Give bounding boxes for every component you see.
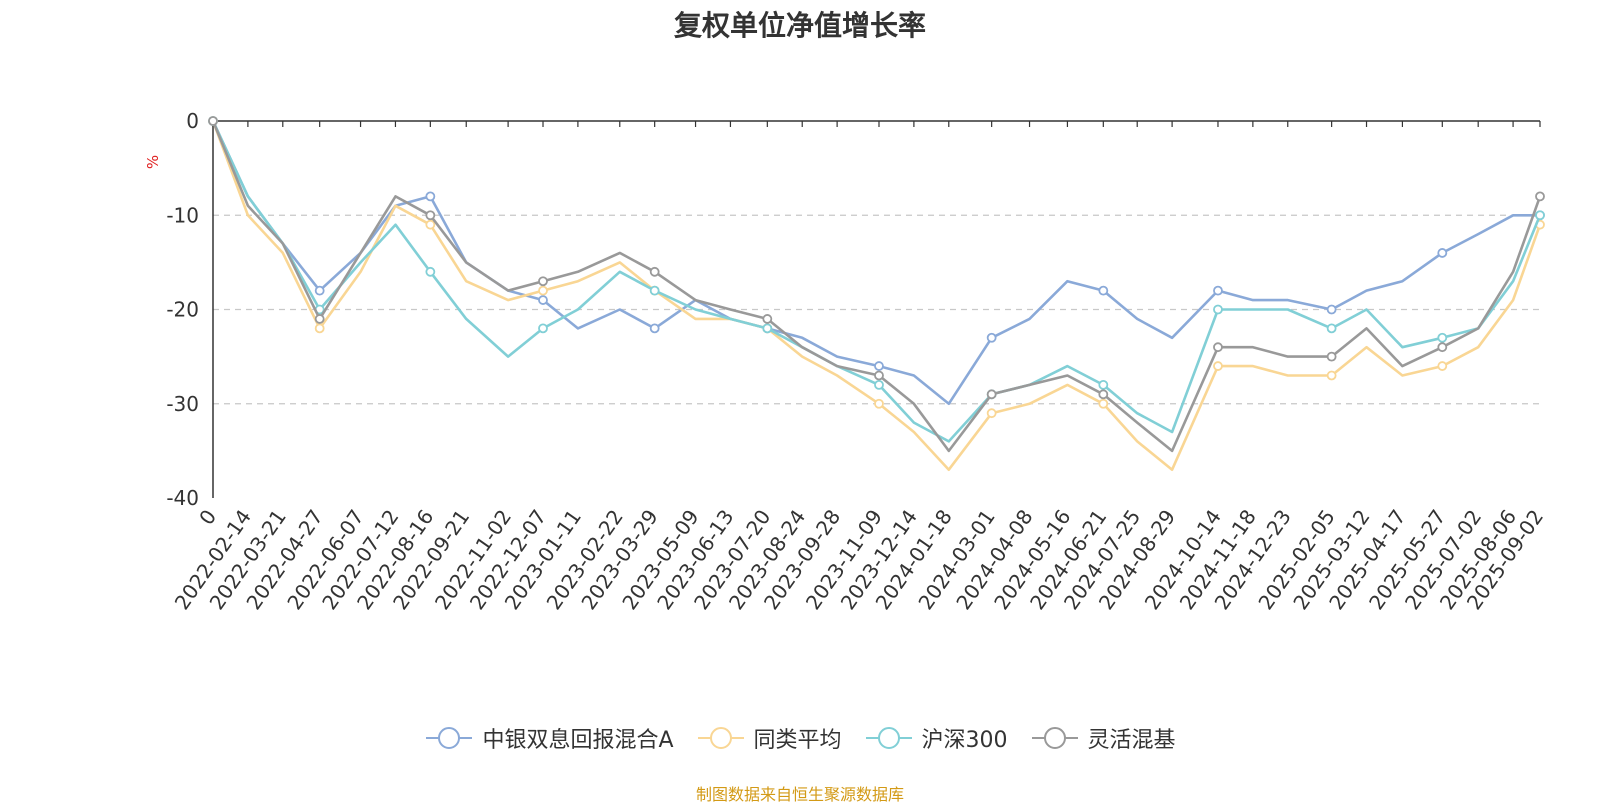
series-point [1213,304,1223,315]
chart-title: 复权单位净值增长率 [673,9,926,42]
series-point [1326,370,1337,381]
y-tick-label: -20 [166,298,199,322]
series-point [538,276,548,287]
series-point [874,370,884,381]
y-tick-label: -10 [166,203,199,227]
legend-symbol-icon [426,727,473,749]
series-point [1213,361,1223,371]
series-point [314,314,325,324]
series-point [1098,285,1109,296]
series-point [1326,351,1337,362]
series-point [314,323,325,334]
series-point [314,285,325,296]
series-point [986,332,997,343]
legend-symbol-icon [697,727,744,749]
series-point [1535,191,1545,202]
series-point [649,266,660,277]
series-point [1098,379,1109,390]
series-point [649,285,660,296]
legend: 中银双息回报混合A 同类平均 沪深300 灵活混基 [0,722,1600,754]
y-tick-label: -40 [166,486,199,510]
legend-item[interactable]: 沪深300 [864,722,1008,754]
y-tick-label: -30 [166,392,199,416]
series-point [1437,342,1448,353]
series-point [1326,304,1337,315]
y-axis-label: % [144,155,162,169]
series-point [986,408,997,419]
series-point [538,285,548,296]
series-point [425,219,436,230]
series-point [425,210,436,221]
series-point [538,295,548,305]
legend-item[interactable]: 同类平均 [696,722,842,754]
series-point [425,191,436,202]
series-point [1098,389,1109,400]
series-point [762,323,773,334]
series-point [874,379,884,390]
source-note: 制图数据来自恒生聚源数据库 [695,785,904,804]
legend-item[interactable]: 灵活混基 [1030,722,1176,754]
series-point [649,323,660,334]
x-tick-label: 0 [194,505,221,529]
legend-symbol-icon [865,727,912,749]
legend-label: 同类平均 [753,728,842,753]
legend-label: 灵活混基 [1087,728,1176,753]
series-point [1326,323,1337,334]
series-line [211,120,1540,406]
series-line [211,120,1542,443]
series-point [874,398,884,409]
series-point [762,314,773,324]
y-tick-label: 0 [186,109,199,133]
series-layer [208,116,1545,472]
legend-item[interactable]: 中银双息回报混合A [424,722,674,754]
legend-label: 沪深300 [921,728,1008,753]
series-point [1213,285,1223,296]
series-point [1437,361,1448,371]
series-point [208,116,218,126]
legend-symbol-icon [1031,727,1078,749]
series-point [874,361,884,371]
series-point [1098,398,1109,409]
series-point [1437,248,1448,258]
series-point [1535,210,1545,221]
series-point [1437,332,1448,343]
series-point [425,266,436,277]
series-point [538,323,548,334]
series-line [211,120,1542,472]
series-point [986,389,997,400]
axis-layer: 0-10-20-30-40%02022-02-142022-03-212022-… [144,109,1548,614]
series-point [1213,342,1223,353]
legend-label: 中银双息回报混合A [482,728,674,753]
